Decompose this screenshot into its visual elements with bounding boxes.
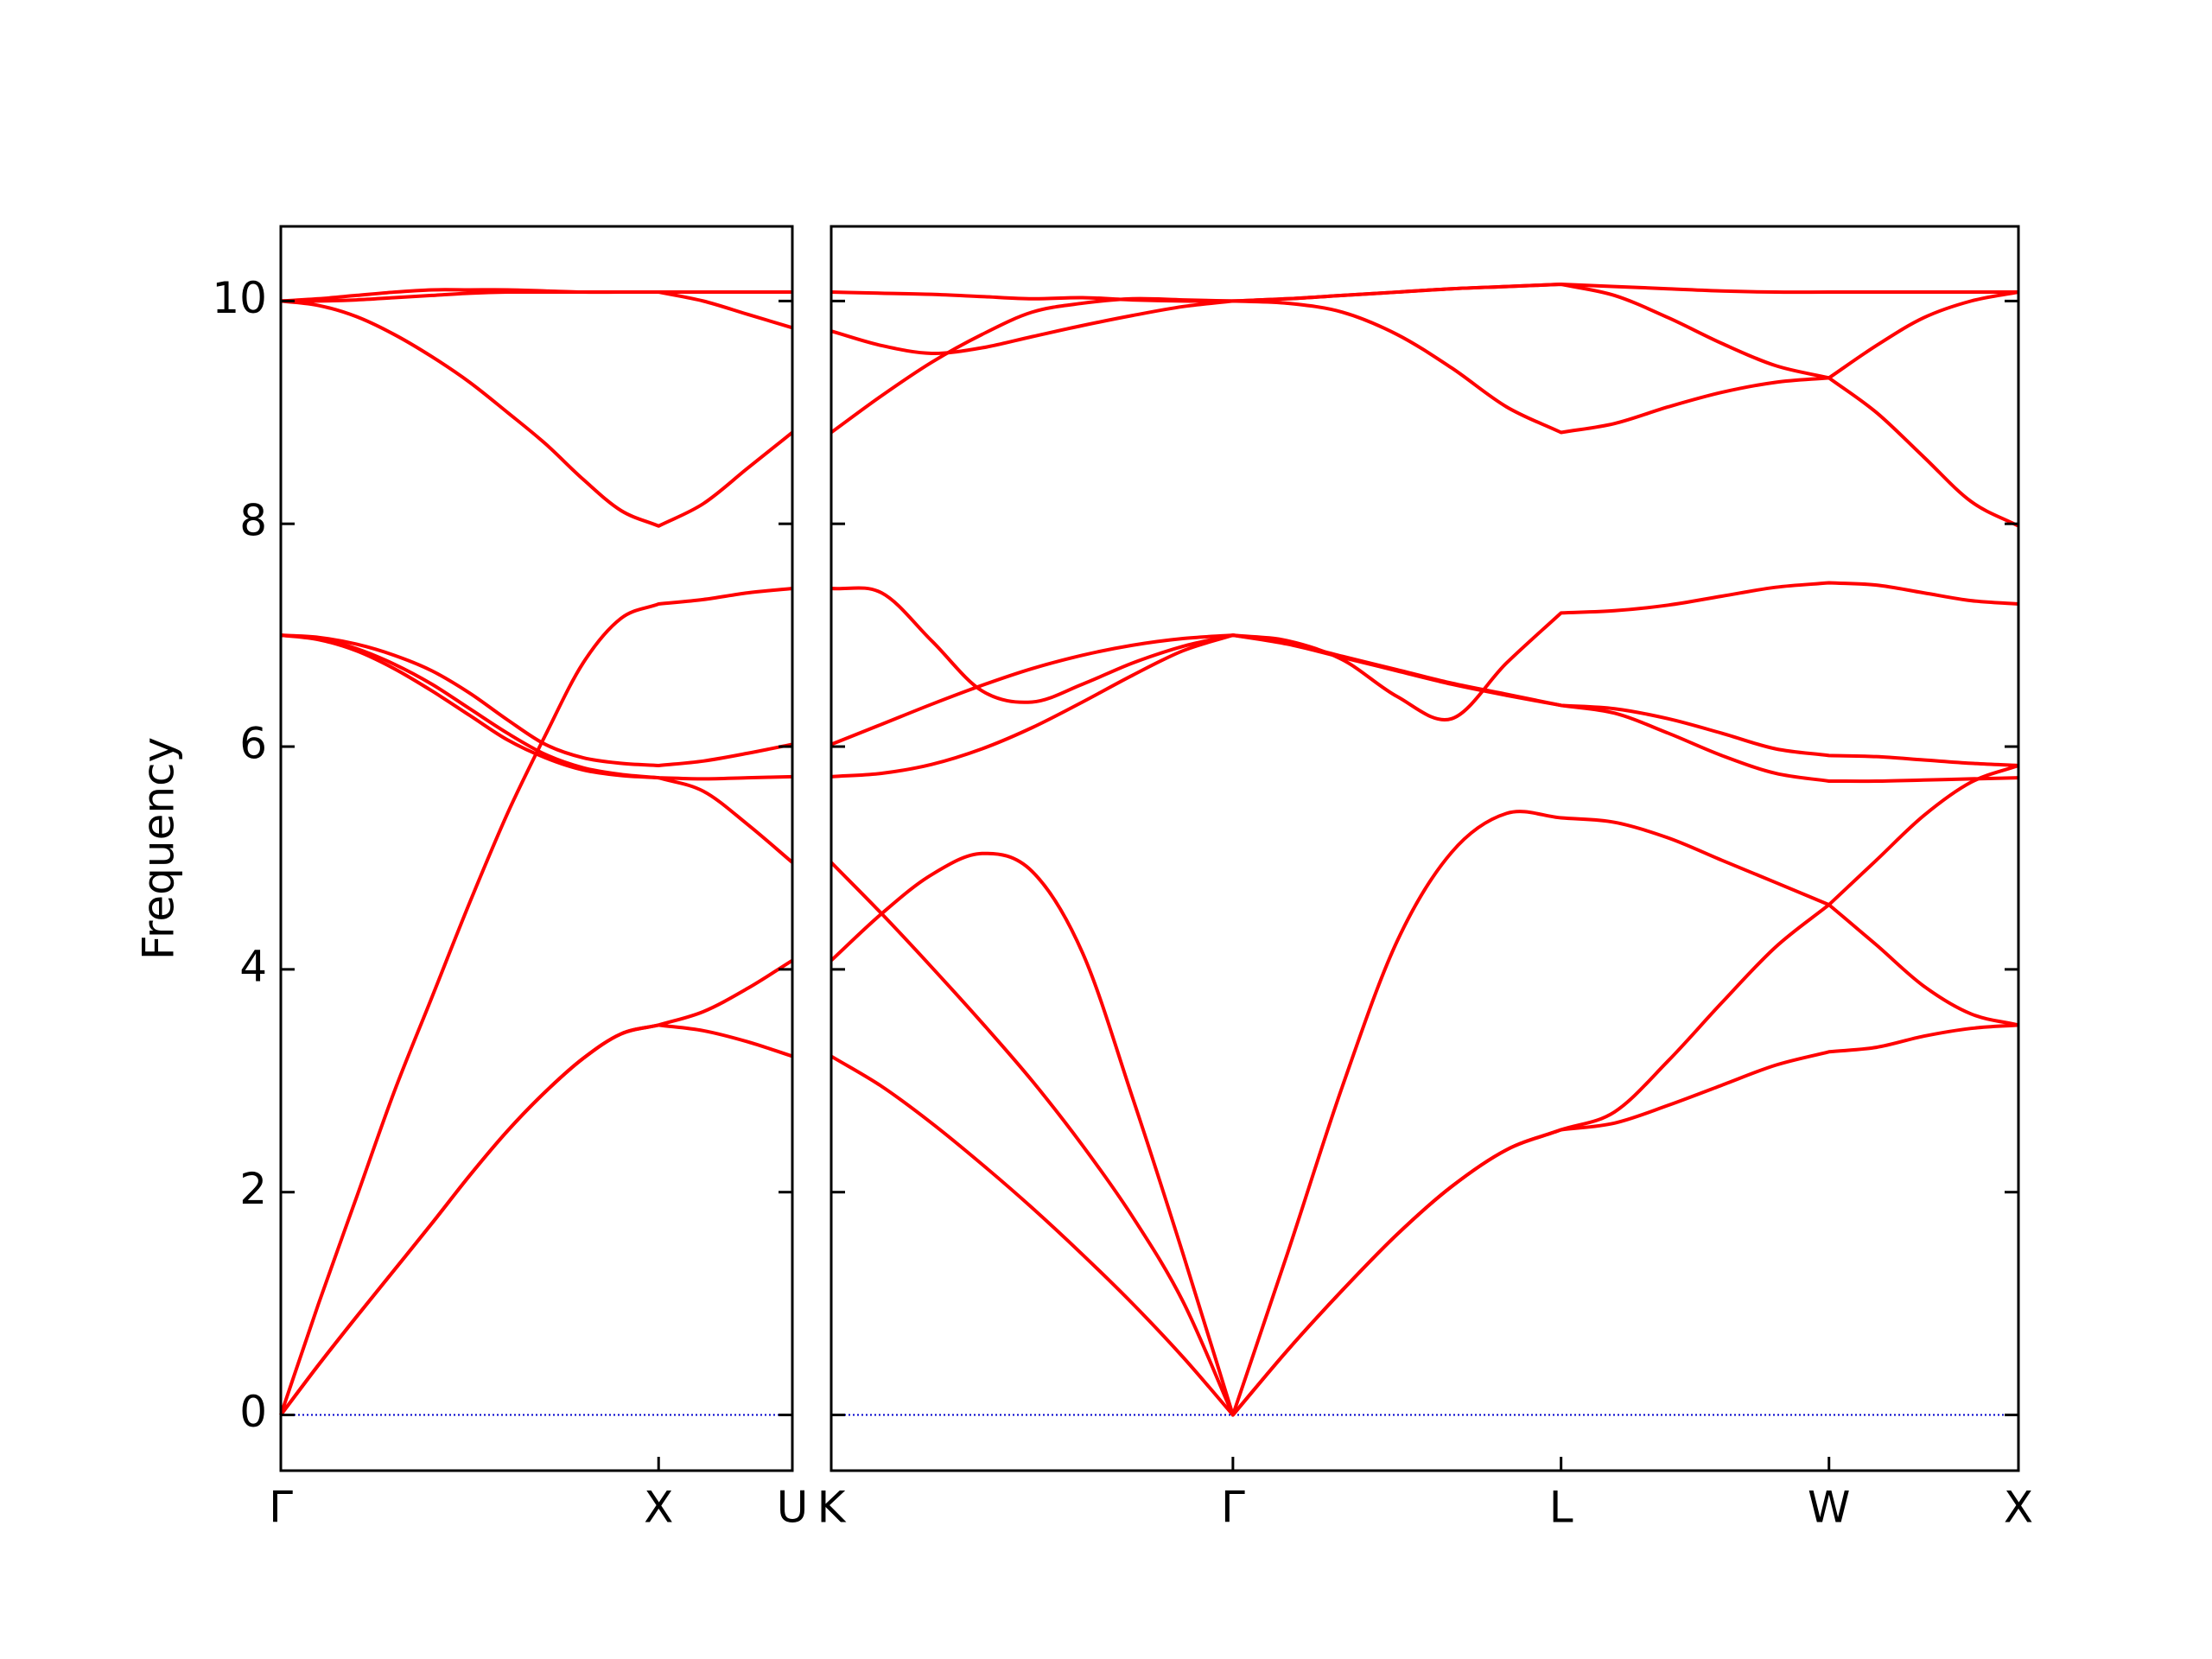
band-line	[830, 810, 2019, 1417]
band-line	[830, 633, 2019, 784]
band-line	[279, 958, 794, 1416]
y-tick-label: 0	[239, 1387, 267, 1437]
y-tick-label: 10	[212, 273, 267, 323]
plot-frame	[279, 225, 794, 1472]
band-line	[280, 289, 793, 330]
band-line	[279, 586, 793, 1416]
x-tick-label: X	[644, 1483, 673, 1533]
x-tick-label: L	[1549, 1483, 1573, 1533]
band-line	[280, 633, 793, 781]
band-line	[280, 633, 794, 864]
y-tick-label: 4	[239, 941, 267, 991]
y-tick-label: 2	[239, 1164, 267, 1214]
band-line	[279, 1023, 793, 1416]
band-line	[830, 283, 2018, 303]
y-axis-label: Frequency	[134, 737, 184, 960]
band-line	[830, 296, 2019, 528]
band-line	[830, 581, 2019, 721]
x-tick-label: X	[2004, 1483, 2033, 1533]
band-line	[830, 764, 2019, 1417]
x-tick-label: Γ	[269, 1483, 293, 1533]
band-line	[280, 299, 794, 528]
plot-frame	[830, 225, 2020, 1472]
y-tick-label: 8	[239, 496, 267, 546]
x-tick-label: W	[1808, 1483, 1850, 1533]
band-line	[280, 633, 793, 767]
y-tick-label: 6	[239, 719, 267, 769]
x-tick-label: U	[777, 1483, 809, 1533]
x-tick-label: K	[817, 1483, 847, 1533]
band-line	[830, 1023, 2019, 1417]
x-tick-label: Γ	[1221, 1483, 1245, 1533]
